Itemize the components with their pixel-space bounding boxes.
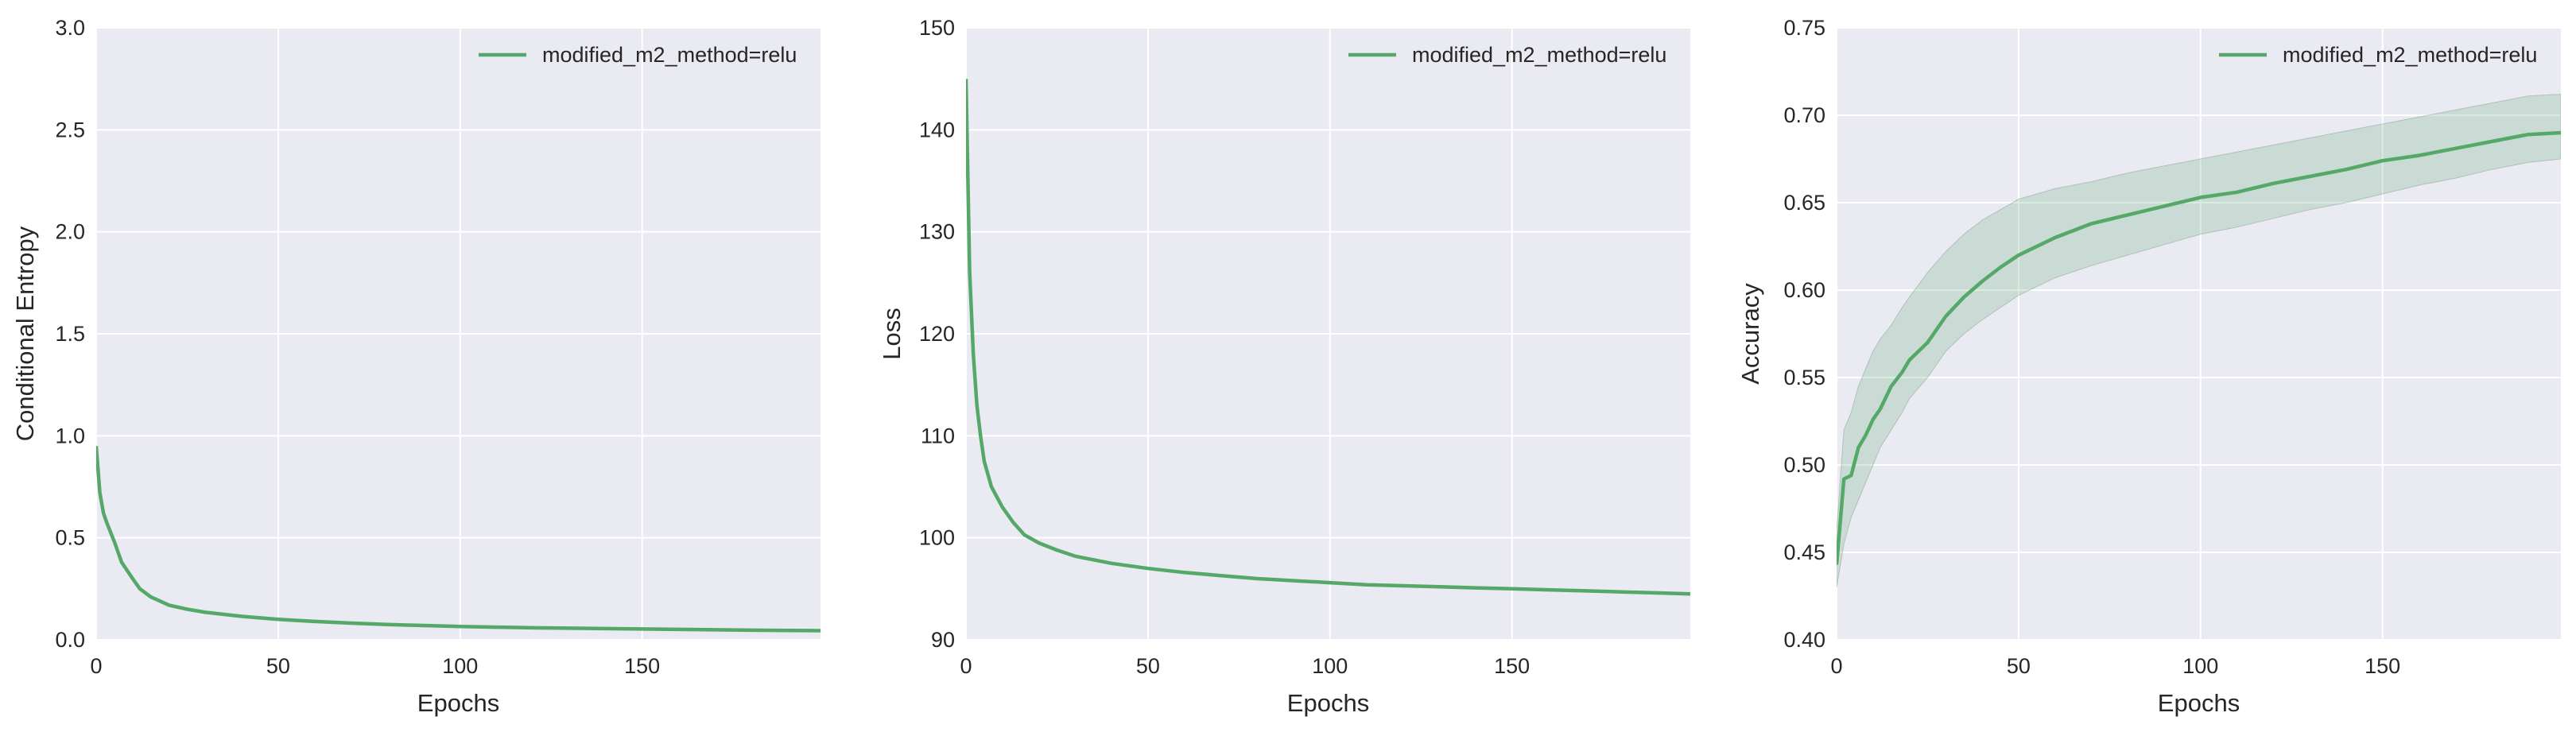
x-tick-label: 150 [2365, 654, 2400, 678]
y-tick-label: 0.0 [55, 628, 85, 652]
y-tick-label: 100 [919, 526, 955, 550]
y-tick-label: 1.5 [55, 322, 85, 346]
series-line [96, 446, 821, 633]
x-tick-label: 0 [960, 654, 972, 678]
y-tick-label: 150 [919, 16, 955, 40]
x-tick-label: 100 [1312, 654, 1348, 678]
x-tick-label: 50 [2007, 654, 2031, 678]
legend-label: modified_m2_method=relu [2283, 43, 2537, 67]
y-tick-label: 3.0 [55, 16, 85, 40]
y-tick-label: 0.75 [1783, 16, 1825, 40]
chart-panel-3: 0.40 0.45 0.50 0.55 0.60 0.65 0.70 0.75 0 50 100 15… [1736, 16, 2561, 717]
y-tick-label: 110 [921, 424, 955, 447]
series-line [1837, 130, 2561, 565]
y-tick-label: 0.60 [1783, 278, 1825, 302]
x-tick-label: 0 [1830, 654, 1842, 678]
y-tick-label: 0.70 [1783, 103, 1825, 127]
y-tick-label: 140 [919, 118, 955, 141]
x-tick-label: 150 [1494, 654, 1530, 678]
y-axis-label: Conditional Entropy [11, 226, 39, 441]
y-tick-label: 2.0 [55, 220, 85, 244]
chart-panel-2: 90 100 110 120 130 140 150 0 50 100 150 Epochs Loss m… [878, 16, 1690, 717]
chart-panel-1: 0.0 0.5 1.0 1.5 2.0 2.5 3.0 0 50 100 150 Epochs Cond… [11, 16, 821, 717]
x-tick-label: 50 [1136, 654, 1160, 678]
y-tick-label: 0.5 [55, 526, 85, 550]
y-tick-label: 130 [919, 220, 955, 244]
x-tick-label: 0 [90, 654, 102, 678]
y-tick-label: 1.0 [55, 424, 85, 447]
x-axis-label: Epochs [1287, 689, 1369, 717]
y-tick-label: 0.65 [1783, 191, 1825, 215]
x-axis-label: Epochs [417, 689, 499, 717]
y-tick-label: 0.55 [1783, 366, 1825, 389]
x-tick-label: 100 [442, 654, 478, 678]
y-tick-label: 120 [919, 322, 955, 346]
x-tick-label: 100 [2182, 654, 2218, 678]
series-line [966, 79, 1690, 596]
y-tick-label: 0.45 [1783, 540, 1825, 564]
y-tick-label: 0.50 [1783, 453, 1825, 477]
y-tick-label: 2.5 [55, 118, 85, 141]
x-axis-label: Epochs [2158, 689, 2240, 717]
x-tick-label: 50 [266, 654, 290, 678]
confidence-band [1837, 94, 2561, 588]
legend-label: modified_m2_method=relu [1412, 43, 1666, 67]
y-tick-label: 90 [931, 628, 955, 652]
legend-label: modified_m2_method=relu [542, 43, 797, 67]
x-tick-label: 150 [624, 654, 660, 678]
y-tick-label: 0.40 [1783, 628, 1825, 652]
y-axis-label: Loss [878, 308, 906, 359]
y-axis-label: Accuracy [1736, 283, 1764, 385]
plot-area [1837, 28, 2561, 640]
